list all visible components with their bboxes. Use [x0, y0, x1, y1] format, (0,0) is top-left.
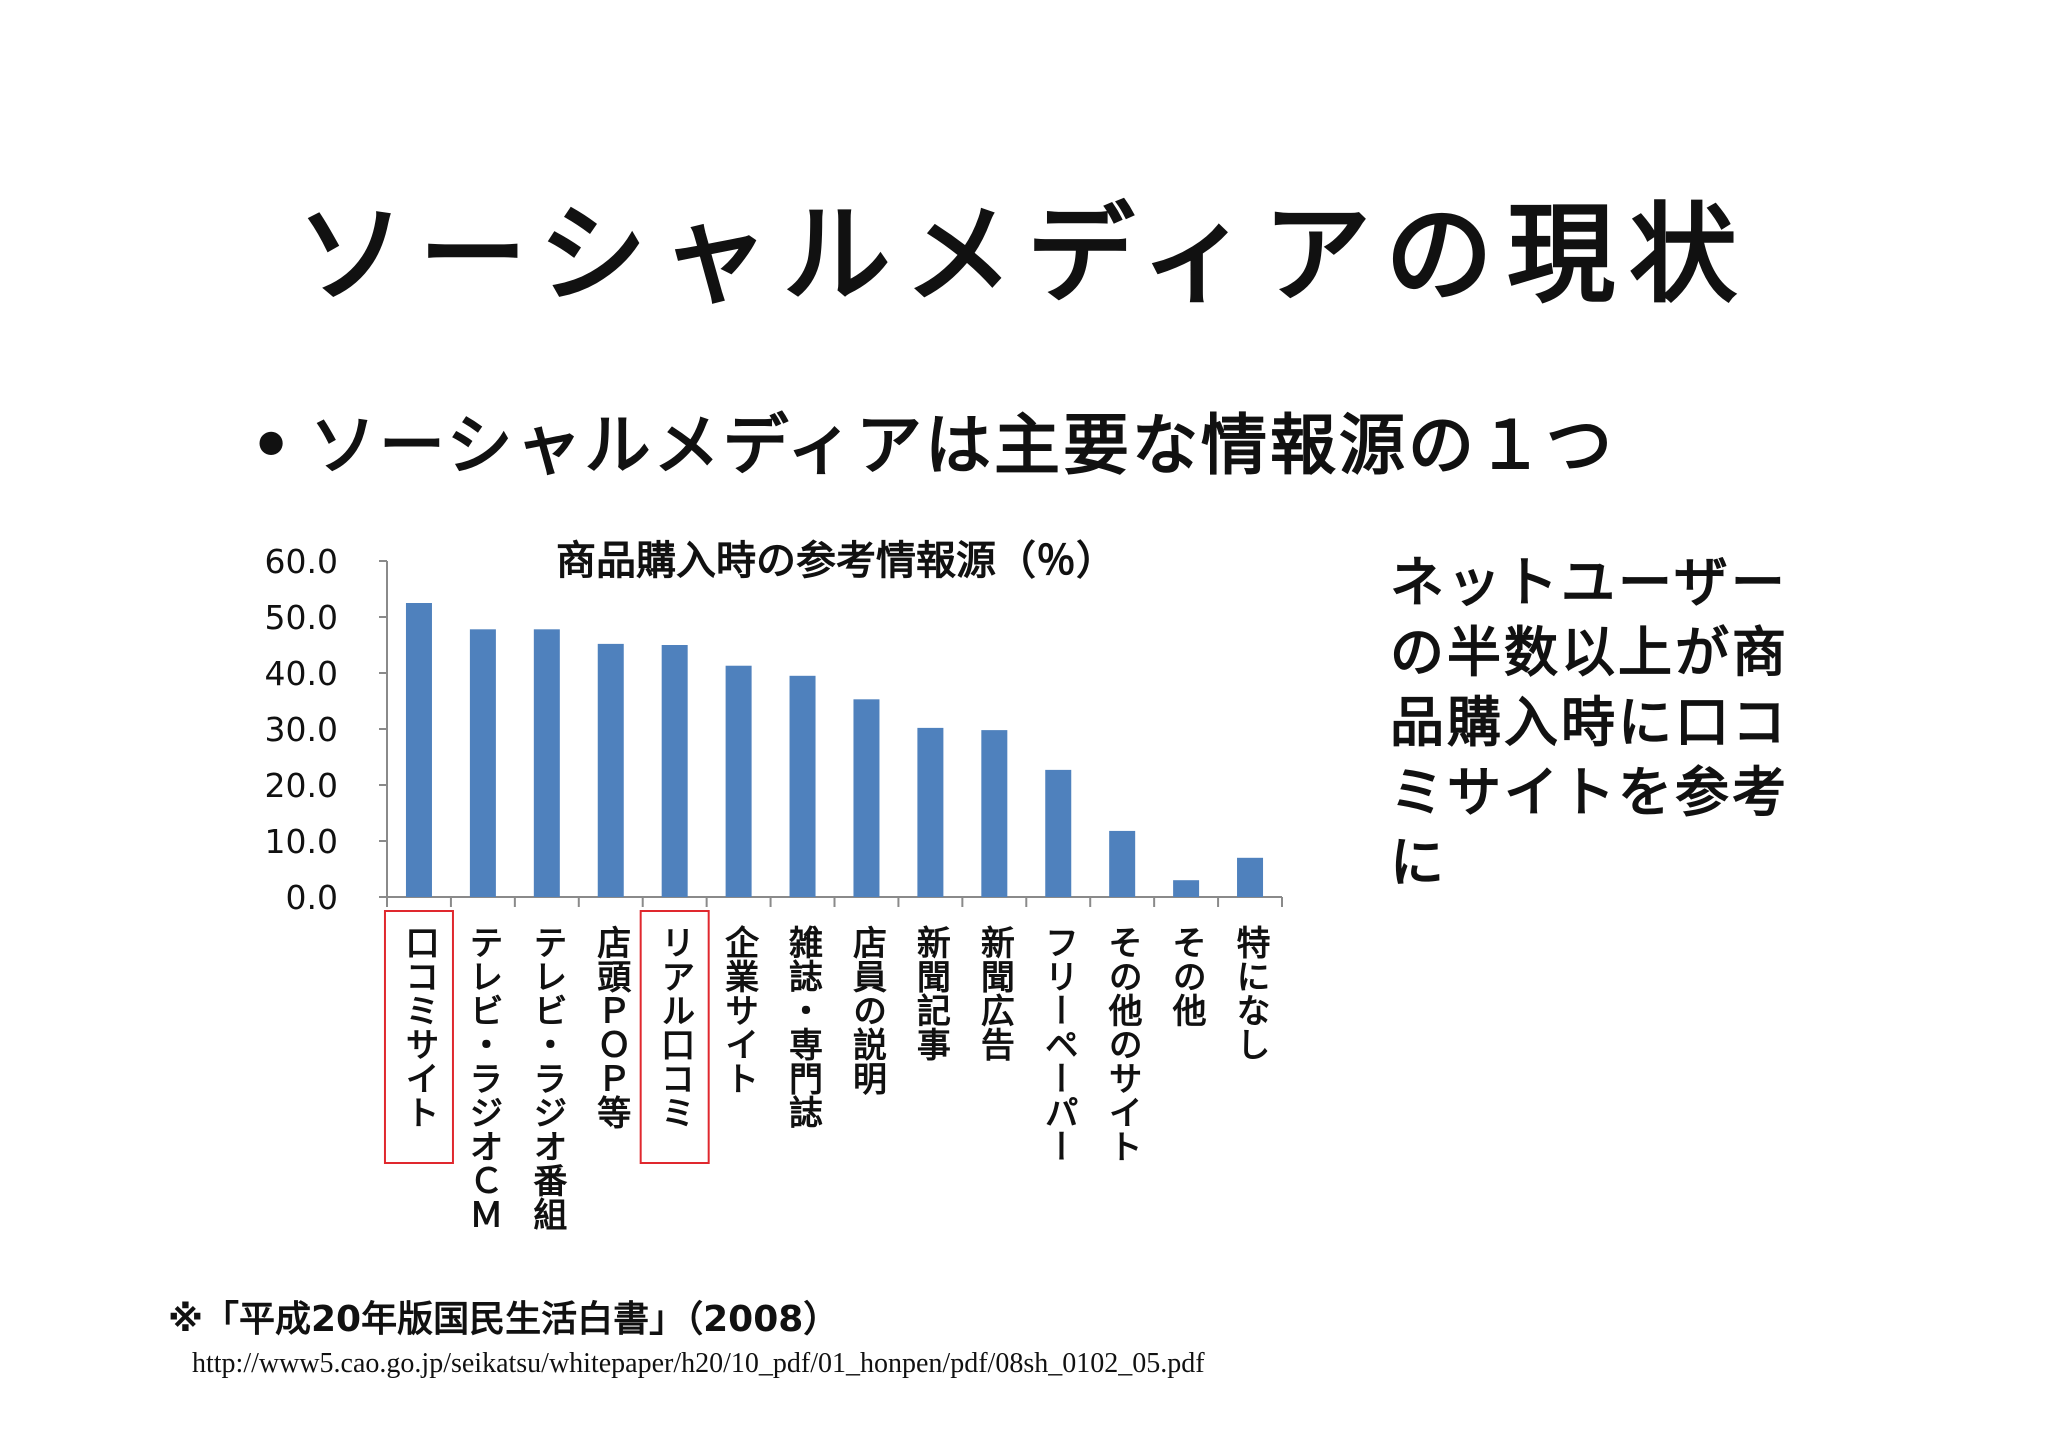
- bar: [789, 675, 816, 897]
- chart-title: 商品購入時の参考情報源（％）: [556, 538, 1116, 584]
- category-label: 店頭ＰＯＰ等: [591, 925, 631, 1129]
- y-tick-label: 40.0: [265, 654, 338, 693]
- category-label: フリーペーパー: [1038, 925, 1078, 1163]
- category-label: 雑誌・専門誌: [783, 925, 824, 1129]
- category-label: 新聞記事: [910, 925, 950, 1061]
- bar: [661, 645, 688, 897]
- bullet-marker: •: [250, 407, 296, 484]
- category-label: 新聞広告: [974, 925, 1014, 1061]
- y-tick-label: 60.0: [265, 542, 338, 581]
- source-note: ※「平成20年版国民生活白書」（2008）: [168, 1299, 840, 1340]
- bar: [981, 730, 1008, 897]
- category-label: その他のサイト: [1102, 925, 1143, 1163]
- bar: [1109, 830, 1136, 897]
- category-label: 特になし: [1230, 925, 1270, 1061]
- bar: [469, 629, 496, 897]
- highlight-box: [639, 910, 710, 1164]
- bar: [1237, 857, 1264, 897]
- bullet-point: • ソーシャルメディアは主要な情報源の１つ: [250, 392, 1615, 488]
- category-label: リアル口コミ: [655, 925, 695, 1129]
- bar: [1045, 769, 1072, 897]
- bar-chart: 商品購入時の参考情報源（％） 0.0 10.0 20.0 30.0 40.0 50.0 60.…: [265, 538, 1283, 1231]
- bar: [533, 629, 560, 897]
- y-tick-label: 50.0: [265, 598, 338, 637]
- y-tick-label: 30.0: [265, 710, 338, 749]
- bar: [1173, 880, 1200, 897]
- category-label: 口コミサイト: [399, 925, 439, 1129]
- bar: [405, 603, 432, 897]
- y-tick-label: 0.0: [286, 878, 338, 917]
- slide-title: ソーシャルメディアの現状: [296, 193, 1752, 318]
- category-label: 企業サイト: [719, 924, 759, 1095]
- y-tick-label: 10.0: [265, 822, 338, 861]
- highlight-box: [383, 910, 454, 1164]
- bar: [853, 699, 880, 897]
- bar: [597, 643, 624, 897]
- category-label: その他: [1166, 925, 1207, 1027]
- category-label: テレビ・ラジオ番組: [527, 925, 567, 1231]
- bullet-text: ソーシャルメディアは主要な情報源の１つ: [310, 407, 1616, 484]
- bar: [917, 727, 944, 897]
- category-label: 店員の説明: [846, 925, 886, 1096]
- bar: [725, 665, 752, 897]
- side-note: ネットユーザーの半数以上が商品購入時に口コミサイトを参考に: [1390, 551, 1789, 894]
- category-label: テレビ・ラジオＣＭ: [463, 925, 503, 1231]
- source-url: http://www5.cao.go.jp/seikatsu/whitepape…: [192, 1348, 1205, 1379]
- y-tick-label: 20.0: [265, 766, 338, 805]
